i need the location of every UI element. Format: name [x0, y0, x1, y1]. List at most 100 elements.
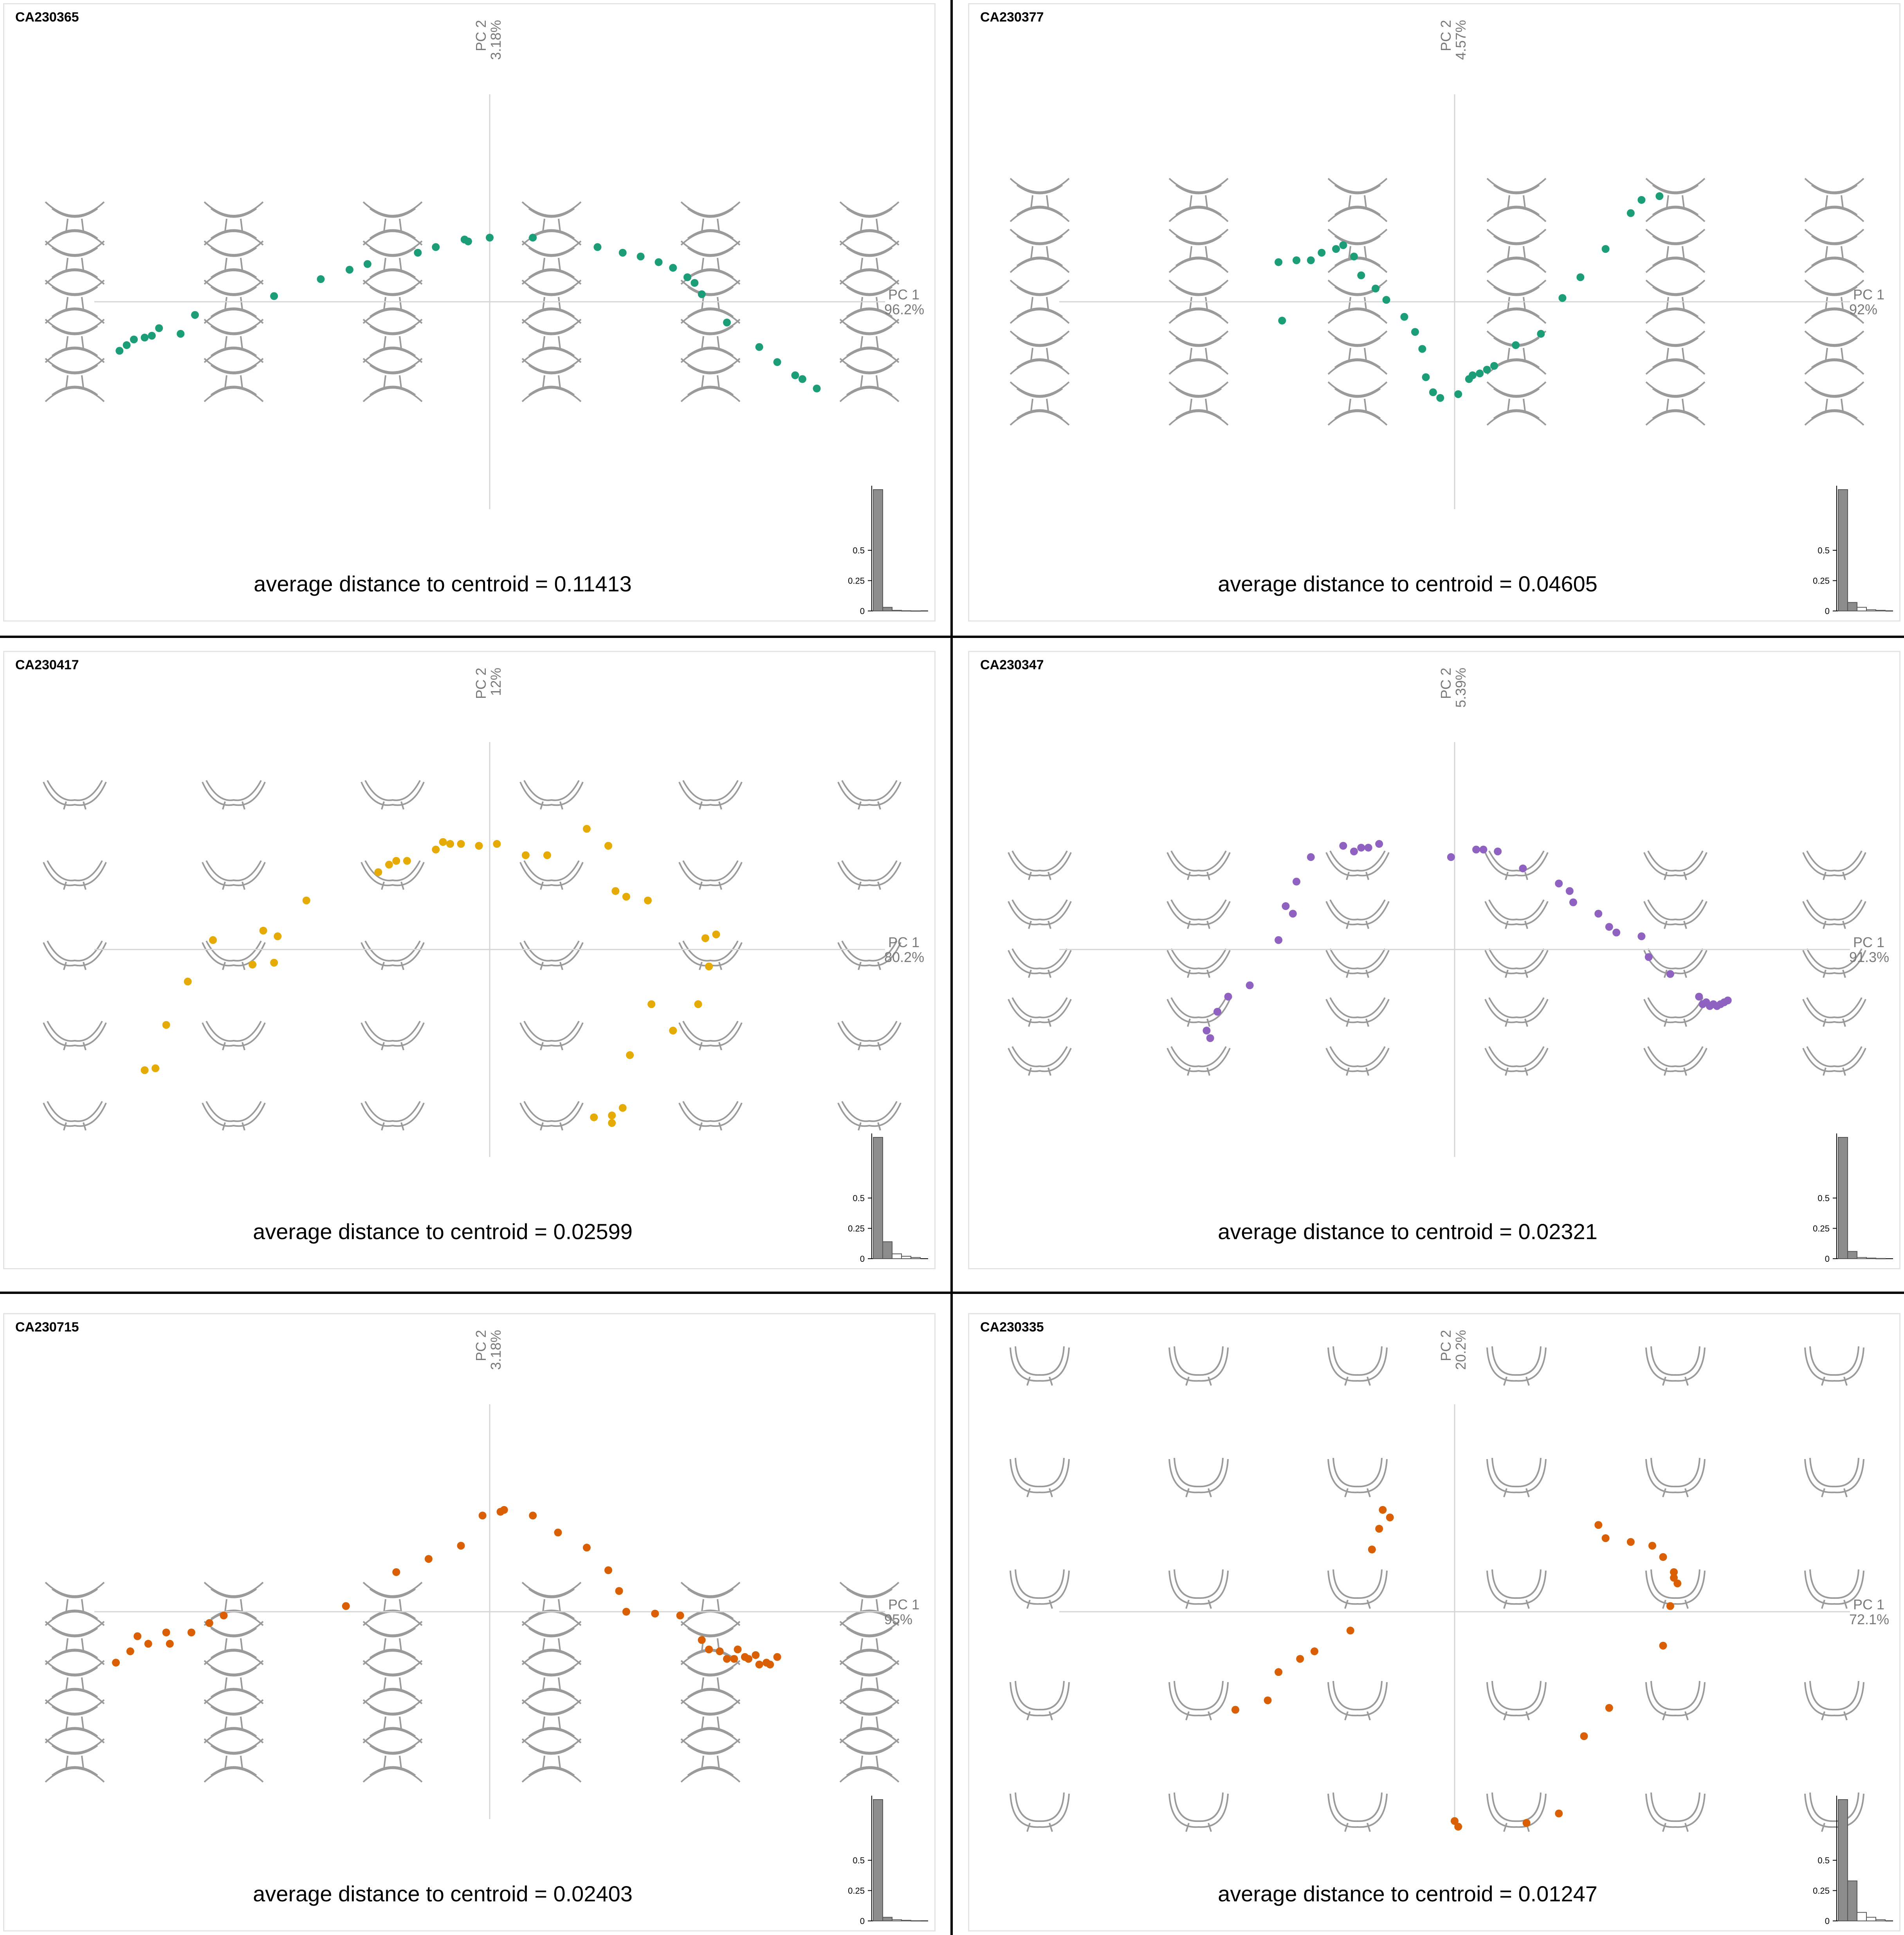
data-point — [1357, 843, 1365, 852]
data-point — [205, 1619, 213, 1627]
pc2-percent: 3.18% — [488, 1330, 504, 1370]
data-point — [1454, 1823, 1462, 1831]
pc1-percent: 95% — [884, 1611, 912, 1627]
shape-outline — [519, 860, 584, 890]
shape-outline — [362, 319, 423, 363]
shape-outline — [1168, 1346, 1229, 1386]
pca-plot: PC 196.2% PC 23.18% average distance to ce… — [45, 20, 928, 616]
data-point — [112, 1659, 120, 1667]
shape-outline — [45, 1738, 105, 1783]
data-point — [1368, 1546, 1376, 1553]
shape-outline — [1325, 948, 1390, 978]
data-point — [1307, 853, 1315, 861]
data-point — [1429, 388, 1437, 396]
histogram-tick-label: 0.25 — [848, 1224, 865, 1234]
shape-outline — [1804, 1569, 1864, 1609]
data-point — [446, 840, 454, 848]
histogram: 0 0.25 0.5 — [848, 1133, 928, 1264]
data-point — [669, 1027, 677, 1035]
histogram: 0 0.25 0.5 — [848, 1796, 928, 1926]
shape-outline — [1325, 997, 1390, 1027]
data-point — [270, 292, 278, 300]
shape-outline — [839, 1660, 900, 1704]
shape-outline — [839, 319, 900, 363]
centroid-distance-label: average distance to centroid = 0.11413 — [254, 571, 632, 596]
data-point — [529, 1512, 537, 1520]
data-point — [618, 249, 627, 257]
data-point — [1264, 1696, 1272, 1704]
shape-outline — [361, 780, 425, 810]
shape-outline — [839, 1582, 900, 1626]
point-series — [141, 825, 720, 1127]
centroid-distance-label: average distance to centroid = 0.01247 — [1218, 1881, 1597, 1906]
histogram-bar — [1847, 1251, 1857, 1259]
data-point — [590, 1113, 598, 1121]
data-point — [457, 1542, 465, 1550]
shape-outline — [1802, 1046, 1866, 1076]
data-point — [813, 384, 821, 393]
panel-id-label: CA230715 — [15, 1320, 79, 1335]
histogram-bar — [892, 1919, 902, 1922]
data-point — [1659, 1641, 1667, 1650]
pc2-percent: 4.57% — [1453, 20, 1469, 60]
pc1-label: PC 1 — [888, 286, 920, 303]
shape-outline — [1327, 330, 1388, 375]
shape-outline — [1010, 178, 1070, 222]
data-point — [1655, 192, 1664, 200]
data-point — [1479, 845, 1488, 854]
histogram-bar — [882, 1917, 892, 1921]
point-series — [112, 1506, 781, 1668]
shape-outline — [362, 240, 423, 285]
data-point — [144, 1640, 152, 1648]
shape-outline — [1484, 850, 1549, 880]
data-point — [1594, 910, 1603, 918]
data-point — [683, 273, 691, 281]
shape-outline — [202, 780, 266, 810]
data-point — [712, 930, 720, 939]
shape-outline — [362, 1660, 423, 1704]
data-point — [1695, 993, 1703, 1001]
data-point — [1231, 1706, 1239, 1714]
shape-outline — [1484, 899, 1549, 929]
data-point — [432, 845, 440, 854]
shape-outline — [1645, 1346, 1706, 1386]
data-point — [1310, 1647, 1318, 1656]
pc1-label: PC 1 — [1853, 934, 1884, 950]
panel-id-label: CA230365 — [15, 10, 79, 25]
data-point — [723, 1655, 731, 1663]
shape-outline — [361, 1101, 425, 1131]
histogram-tick-label: 0.5 — [853, 546, 865, 555]
data-point — [1382, 296, 1390, 304]
shape-outline — [45, 319, 105, 363]
shape-outline — [1168, 178, 1229, 222]
shape-outline — [45, 1582, 105, 1626]
shape-outline — [1327, 178, 1388, 222]
data-point — [302, 896, 310, 904]
shape-outline — [680, 319, 741, 363]
data-point — [177, 330, 185, 338]
data-point — [1612, 928, 1621, 937]
histogram-bar — [1866, 609, 1876, 612]
data-point — [766, 1660, 774, 1668]
data-point — [734, 1645, 742, 1654]
shape-outline — [45, 1699, 105, 1744]
data-point — [274, 932, 282, 940]
shape-outline — [678, 780, 743, 810]
panel-id-label: CA230417 — [15, 658, 79, 672]
shape-outline — [362, 1621, 423, 1665]
data-point — [1626, 1538, 1635, 1546]
shape-outline — [1802, 850, 1866, 880]
data-point — [1364, 843, 1372, 852]
shape-outline — [1486, 1458, 1547, 1497]
shape-outline — [204, 1699, 264, 1744]
shape-outline — [1327, 229, 1388, 273]
data-point — [141, 1066, 149, 1074]
histogram-bar — [901, 1920, 911, 1921]
shape-outline — [1484, 1046, 1549, 1076]
shape-outline — [1325, 899, 1390, 929]
shape-outline — [1645, 178, 1706, 222]
panel-id-label: CA230347 — [980, 658, 1044, 672]
histogram-bar — [1847, 602, 1857, 612]
shape-outline — [362, 358, 423, 402]
data-point — [593, 243, 602, 251]
